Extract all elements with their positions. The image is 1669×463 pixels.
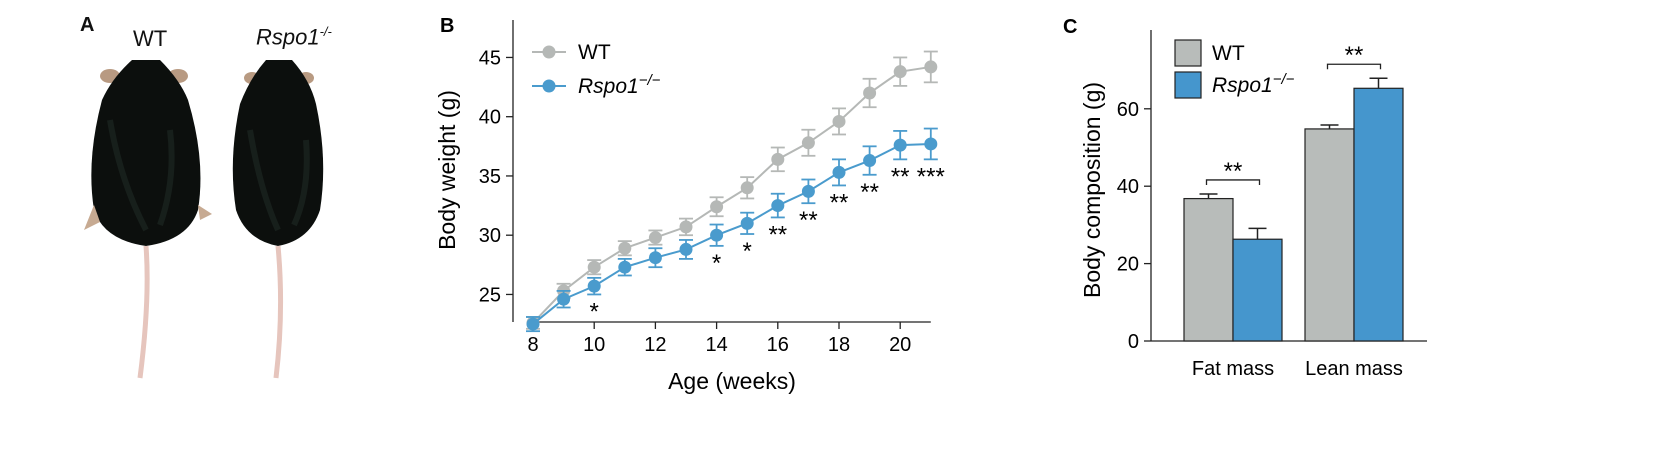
data-point xyxy=(679,242,693,256)
data-point xyxy=(740,181,754,195)
data-point xyxy=(557,292,571,306)
data-point xyxy=(740,216,754,230)
y-tick-label: 25 xyxy=(479,284,501,306)
x-tick-label: 8 xyxy=(527,334,538,356)
data-point xyxy=(801,184,815,198)
data-point xyxy=(832,114,846,128)
data-point xyxy=(863,154,877,168)
y-tick-label: 30 xyxy=(479,225,501,247)
data-point xyxy=(618,241,632,255)
significance-marker: * xyxy=(590,298,599,325)
significance-marker: *** xyxy=(917,163,945,190)
legend-label: Rspo1−/− xyxy=(578,72,661,98)
data-point xyxy=(648,251,662,265)
knockout-mouse-image xyxy=(232,60,324,379)
x-tick-label: 18 xyxy=(828,334,850,356)
legend-marker xyxy=(542,45,556,59)
panel-a-letter: A xyxy=(80,14,95,36)
y-tick-label: 40 xyxy=(479,107,501,129)
y-tick-label: 35 xyxy=(479,166,501,188)
data-point xyxy=(710,200,724,214)
x-tick-label: 12 xyxy=(644,334,666,356)
y-tick-label: 45 xyxy=(479,47,501,69)
data-point xyxy=(832,165,846,179)
legend-label-sup: −/− xyxy=(639,72,661,89)
data-point xyxy=(587,260,601,274)
significance-marker: ** xyxy=(860,179,879,206)
data-point xyxy=(710,228,724,242)
legend-label: WT xyxy=(578,41,611,64)
data-point xyxy=(924,137,938,151)
panel-b-letter: B xyxy=(440,15,454,37)
wt-mouse-image xyxy=(84,60,212,379)
body-weight-x-axis-label: Age (weeks) xyxy=(668,368,796,394)
mice-photo xyxy=(84,60,324,379)
data-point xyxy=(771,199,785,213)
data-point xyxy=(924,60,938,74)
data-point xyxy=(893,138,907,152)
x-tick-label: 14 xyxy=(705,334,727,356)
data-point xyxy=(526,317,540,331)
x-tick-label: 20 xyxy=(889,334,911,356)
body-weight-series xyxy=(526,50,938,333)
data-point xyxy=(801,136,815,150)
data-point xyxy=(893,65,907,79)
data-point xyxy=(648,231,662,245)
series-line xyxy=(532,142,931,325)
x-tick-label: 16 xyxy=(767,334,789,356)
knockout-label-sup: -/- xyxy=(319,24,332,39)
significance-marker: ** xyxy=(799,207,818,234)
significance-marker: * xyxy=(743,238,752,265)
x-tick-label: 10 xyxy=(583,334,605,356)
significance-marker: ** xyxy=(830,189,849,216)
wt-mouse-label: WT xyxy=(133,26,168,51)
body-weight-axes: 25 30 35 40 45 8 10 12 14 16 18 20 xyxy=(479,20,931,356)
data-point xyxy=(771,152,785,166)
knockout-label-base: Rspo1 xyxy=(256,24,320,50)
body-weight-legend: WT Rspo1−/− xyxy=(532,41,661,98)
significance-marker: ** xyxy=(768,221,787,248)
knockout-mouse-label: Rspo1-/- xyxy=(256,24,332,50)
significance-marker: ** xyxy=(891,163,910,190)
legend-marker xyxy=(542,79,556,93)
data-point xyxy=(679,220,693,234)
body-weight-significance: ** ******* **** *** xyxy=(590,163,945,325)
body-weight-y-axis-label: Body weight (g) xyxy=(434,90,460,250)
data-point xyxy=(618,260,632,274)
data-point xyxy=(863,86,877,100)
significance-marker: * xyxy=(712,250,721,277)
data-point xyxy=(587,279,601,293)
